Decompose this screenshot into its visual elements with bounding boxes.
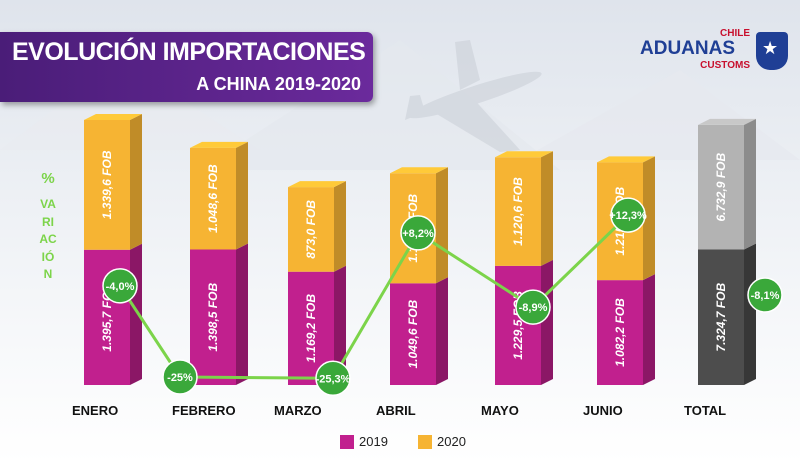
bar-top-2 [288, 181, 346, 188]
legend-swatch-2019 [340, 435, 354, 449]
variation-label-3: +8,2% [402, 228, 434, 240]
bar-top-3 [390, 167, 448, 174]
category-label-0: ENERO [72, 403, 118, 418]
value-label-2019-6: 7.324,7 FOB [714, 283, 728, 352]
bar-2019-6 [698, 249, 744, 385]
value-label-2020-0: 1.339,6 FOB [100, 150, 114, 219]
category-label-5: JUNIO [583, 403, 623, 418]
chart-title: EVOLUCIÓN IMPORTACIONES [12, 38, 366, 66]
bar-2020-side-1 [236, 141, 248, 250]
bar-2020-side-4 [541, 151, 553, 266]
bar-2020-side-0 [130, 113, 142, 250]
value-label-2020-2: 873,0 FOB [304, 200, 318, 259]
bar-2020-4 [495, 157, 541, 266]
legend-label-2020: 2020 [437, 434, 466, 449]
star-shield-icon: ★ [756, 32, 788, 70]
bar-2019-side-1 [236, 243, 248, 385]
value-label-2020-4: 1.120,6 FOB [511, 177, 525, 246]
category-label-2: MARZO [274, 403, 322, 418]
bar-2020-side-5 [643, 156, 655, 281]
bar-2020-side-3 [436, 167, 448, 284]
bar-top-4 [495, 151, 553, 158]
variation-label-2: -25,3% [316, 373, 351, 385]
legend-label-2019: 2019 [359, 434, 388, 449]
value-label-2020-6: 6.732,9 FOB [714, 153, 728, 222]
title-banner: EVOLUCIÓN IMPORTACIONES A CHINA 2019-202… [0, 32, 373, 102]
bar-2020-side-6 [744, 118, 756, 250]
bar-top-6 [698, 118, 756, 125]
bar-2020-side-2 [334, 181, 346, 272]
bar-top-5 [597, 156, 655, 163]
bar-2019-4 [495, 265, 541, 385]
value-label-2019-2: 1.169,2 FOB [304, 294, 318, 363]
category-label-1: FEBRERO [172, 403, 236, 418]
category-label-4: MAYO [481, 403, 519, 418]
value-label-2020-1: 1.048,6 FOB [206, 164, 220, 233]
logo-subtitle: CUSTOMS [700, 60, 750, 71]
bar-2019-1 [190, 249, 236, 385]
bar-2019-3 [390, 283, 436, 385]
bar-2019-side-3 [436, 277, 448, 385]
bar-2020-6 [698, 124, 744, 250]
bar-2019-side-5 [643, 274, 655, 385]
variation-bubble-6 [747, 277, 783, 313]
variation-bubble-4 [515, 289, 551, 325]
chart-subtitle: A CHINA 2019-2020 [196, 74, 361, 94]
logo-country: CHILE [720, 28, 750, 39]
variation-line [118, 214, 630, 380]
variation-bubble-3 [400, 215, 436, 251]
bar-2020-2 [288, 187, 334, 272]
value-label-2019-5: 1.082,2 FOB [613, 298, 627, 367]
variation-label-0: -4,0% [106, 281, 135, 293]
variation-bubble-5 [610, 197, 646, 233]
variation-label-5: +12,3% [609, 210, 647, 222]
variation-label-1: -25% [167, 372, 193, 384]
bar-top-0 [84, 113, 142, 120]
aduanas-logo: CHILE ADUANAS CUSTOMS ★ [640, 28, 790, 76]
legend-swatch-2020 [418, 435, 432, 449]
airplane-icon [405, 40, 542, 152]
variation-axis-word: VARIACIÓN [39, 197, 57, 281]
value-label-2019-3: 1.049,6 FOB [406, 299, 420, 368]
bar-2019-side-6 [744, 243, 756, 385]
variation-bubble-1 [162, 359, 198, 395]
variation-bubble-0 [102, 268, 138, 304]
category-label-6: TOTAL [684, 403, 726, 418]
bar-2019-side-2 [334, 265, 346, 385]
variation-label-6: -8,1% [751, 290, 780, 302]
bar-top-1 [190, 141, 248, 148]
category-label-3: ABRIL [376, 403, 416, 418]
bar-2019-5 [597, 280, 643, 385]
bar-2020-1 [190, 147, 236, 250]
variation-label-4: -8,9% [519, 302, 548, 314]
variation-bubble-2 [315, 360, 351, 397]
bar-2020-0 [84, 119, 130, 250]
variation-axis-symbol: % [41, 170, 55, 187]
logo-name: ADUANAS [640, 38, 735, 59]
bar-2019-side-4 [541, 259, 553, 385]
value-label-2019-1: 1.398,5 FOB [206, 283, 220, 352]
